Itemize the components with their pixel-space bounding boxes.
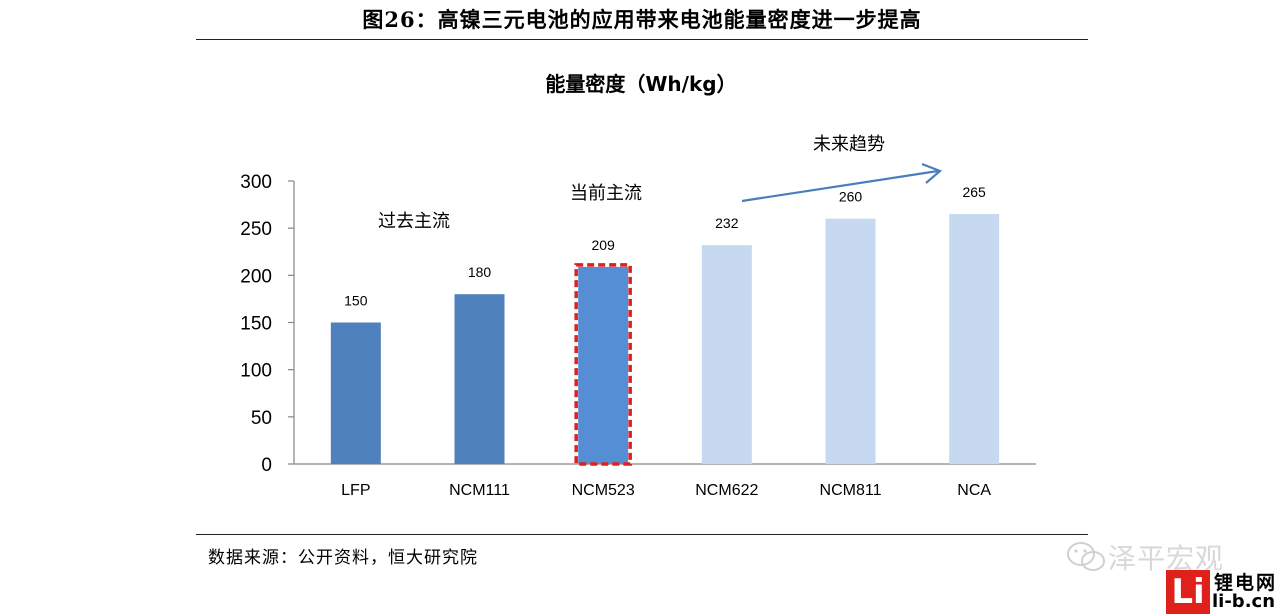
chart-axes: 0 50 100 150 200 250 300 — [240, 172, 1036, 476]
bar — [330, 322, 381, 464]
data-label: 265 — [962, 184, 986, 200]
bar-group — [330, 214, 1000, 466]
data-label: 260 — [839, 189, 863, 205]
watermark-text: 泽平宏观 — [1108, 542, 1225, 575]
wechat-icon — [1067, 542, 1105, 571]
data-label: 232 — [715, 215, 739, 231]
logo-cn-text: 锂电网 — [1214, 572, 1278, 594]
trend-arrow — [741, 162, 943, 203]
x-tick-label: NCM622 — [695, 482, 758, 499]
bar — [949, 214, 1000, 464]
top-rule — [196, 39, 1088, 40]
x-tick-label: NCM523 — [572, 482, 635, 499]
chart-title: 能量密度（Wh/kg） — [545, 72, 736, 96]
y-tick-label: 50 — [251, 408, 272, 429]
annotation-current: 当前主流 — [570, 183, 642, 204]
y-tick-label: 300 — [240, 172, 272, 193]
data-label: 150 — [344, 293, 368, 309]
bar — [454, 294, 505, 464]
x-tick-label: NCA — [957, 482, 991, 499]
label-group: 150 LFP 180 NCM111 209 NCM523 232 NCM622 260 NCM8… — [341, 184, 991, 499]
bar — [825, 218, 876, 464]
data-label: 180 — [468, 264, 492, 280]
x-tick-label: NCM811 — [820, 482, 882, 499]
annotation-future: 未来趋势 — [813, 134, 885, 155]
data-label: 209 — [591, 237, 615, 253]
figure-title: 图26：高镍三元电池的应用带来电池能量密度进一步提高 — [362, 7, 922, 32]
logo-en-text: li-b.cn — [1212, 591, 1276, 612]
bar — [701, 245, 752, 464]
x-tick-label: NCM111 — [449, 482, 510, 499]
bottom-rule — [196, 534, 1088, 535]
bar — [578, 266, 629, 464]
y-tick-label: 200 — [240, 266, 272, 287]
highlight-frame — [574, 263, 632, 466]
y-tick-label: 100 — [240, 361, 272, 382]
annotation-past: 过去主流 — [378, 211, 450, 232]
y-tick-label: 150 — [240, 314, 272, 335]
y-tick-label: 0 — [261, 455, 272, 476]
x-tick-label: LFP — [341, 482, 370, 499]
y-tick-label: 250 — [240, 219, 272, 240]
logo-mark: Li — [1166, 570, 1210, 614]
data-source: 数据来源：公开资料，恒大研究院 — [208, 548, 478, 568]
